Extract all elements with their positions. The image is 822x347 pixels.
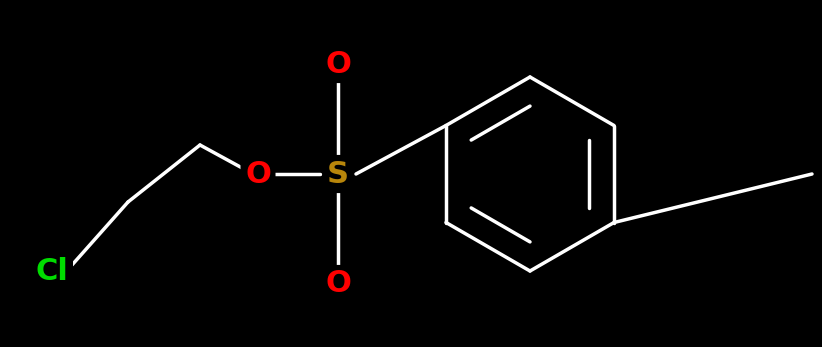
Text: O: O — [245, 160, 271, 188]
Text: S: S — [327, 160, 349, 188]
Text: O: O — [325, 270, 351, 298]
Text: Cl: Cl — [35, 257, 68, 287]
Text: O: O — [325, 50, 351, 78]
